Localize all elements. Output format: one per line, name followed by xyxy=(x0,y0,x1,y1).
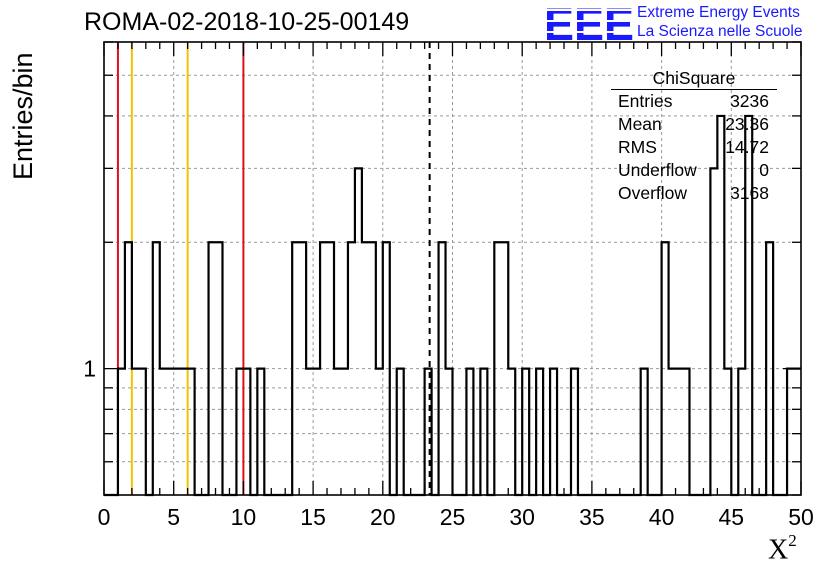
histogram-bin xyxy=(306,369,313,495)
eee-logo: EEE xyxy=(544,0,636,46)
x-tick-label: 40 xyxy=(649,504,675,530)
histogram-bin xyxy=(167,369,174,495)
histogram-bin xyxy=(501,242,508,495)
stats-title: ChiSquare xyxy=(611,67,777,90)
stats-row: RMS 14.72 xyxy=(611,136,777,159)
histogram-bin xyxy=(341,369,348,495)
histogram-bin xyxy=(216,242,223,495)
stats-box: ChiSquare Entries 3236 Mean 23.36 RMS 14… xyxy=(611,67,777,205)
histogram-bin xyxy=(188,369,195,495)
stats-label: RMS xyxy=(618,137,657,157)
eee-logo-mark: EEE xyxy=(544,0,634,46)
stats-value: 23.36 xyxy=(725,114,769,134)
histogram-bin xyxy=(236,369,243,495)
histogram-bin xyxy=(174,369,181,495)
logo-line-2: La Scienza nelle Scuole xyxy=(637,23,803,40)
x-tick-label: 10 xyxy=(231,504,257,530)
histogram-bin xyxy=(662,242,669,495)
histogram-bin xyxy=(292,242,299,495)
histogram-bin xyxy=(446,369,453,495)
logo-line-1: Extreme Energy Events xyxy=(637,4,800,21)
stats-label: Mean xyxy=(618,114,662,134)
histogram-bin xyxy=(139,369,146,495)
histogram-bin xyxy=(508,369,515,495)
histogram-bin xyxy=(494,242,501,495)
x-tick-label: 50 xyxy=(788,504,814,530)
y-tick-label: 1 xyxy=(83,356,96,382)
histogram-bin xyxy=(125,242,132,495)
histogram-bin xyxy=(397,369,404,495)
histogram-bin xyxy=(160,369,167,495)
stats-row: Underflow 0 xyxy=(611,159,777,182)
histogram-bin xyxy=(480,369,487,495)
x-tick-label: 0 xyxy=(98,504,111,530)
histogram-bin xyxy=(683,369,690,495)
stats-row: Overflow 3168 xyxy=(611,182,777,205)
histogram-bin xyxy=(334,369,341,495)
histogram-bin xyxy=(710,168,717,495)
histogram-bin xyxy=(439,242,446,495)
histogram-bin xyxy=(313,369,320,495)
histogram-bin xyxy=(571,369,578,495)
histogram-bin xyxy=(383,242,390,495)
histogram-bin xyxy=(522,369,529,495)
stats-value: 0 xyxy=(759,160,769,180)
stats-value: 14.72 xyxy=(725,137,769,157)
histogram-bin xyxy=(766,242,773,495)
stats-value: 3168 xyxy=(730,183,769,203)
histogram-bin xyxy=(376,369,383,495)
x-tick-label: 30 xyxy=(509,504,535,530)
histogram-bin xyxy=(118,369,125,495)
histogram-bin xyxy=(669,369,676,495)
x-tick-label: 45 xyxy=(719,504,745,530)
histogram-bin xyxy=(641,369,648,495)
histogram-bin xyxy=(327,242,334,495)
stats-value: 3236 xyxy=(730,91,769,111)
stats-label: Entries xyxy=(618,91,673,111)
histogram-bin xyxy=(369,242,376,495)
histogram-bin xyxy=(425,369,432,495)
x-tick-label: 25 xyxy=(440,504,466,530)
histogram-bin xyxy=(738,369,745,495)
histogram-bin xyxy=(320,242,327,495)
y-axis-label: Entries/bin xyxy=(8,52,38,180)
histogram-bin xyxy=(243,369,250,495)
stats-row: Mean 23.36 xyxy=(611,113,777,136)
histogram-bin xyxy=(536,369,543,495)
histogram-bin xyxy=(466,369,473,495)
stats-label: Overflow xyxy=(618,183,688,203)
x-tick-label: 35 xyxy=(579,504,605,530)
chart-title: ROMA-02-2018-10-25-00149 xyxy=(84,8,410,36)
histogram-bin xyxy=(362,242,369,495)
x-tick-label: 5 xyxy=(167,504,180,530)
histogram-bin xyxy=(348,242,355,495)
histogram-bin xyxy=(299,242,306,495)
histogram-bin xyxy=(550,369,557,495)
histogram-bin xyxy=(153,242,160,495)
stats-row: Entries 3236 xyxy=(611,90,777,113)
stats-label: Underflow xyxy=(618,160,697,180)
eee-logo-text: Extreme Energy Events La Scienza nelle S… xyxy=(637,3,802,41)
x-tick-label: 15 xyxy=(300,504,326,530)
histogram-bin xyxy=(355,168,362,495)
histogram-bin xyxy=(209,242,216,495)
histogram-bin xyxy=(676,369,683,495)
histogram-bin xyxy=(132,369,139,495)
x-tick-label: 20 xyxy=(370,504,396,530)
histogram-bin xyxy=(724,369,731,495)
histogram-bin xyxy=(257,369,264,495)
histogram-bin xyxy=(181,369,188,495)
x-axis-label: X2 xyxy=(768,531,797,566)
